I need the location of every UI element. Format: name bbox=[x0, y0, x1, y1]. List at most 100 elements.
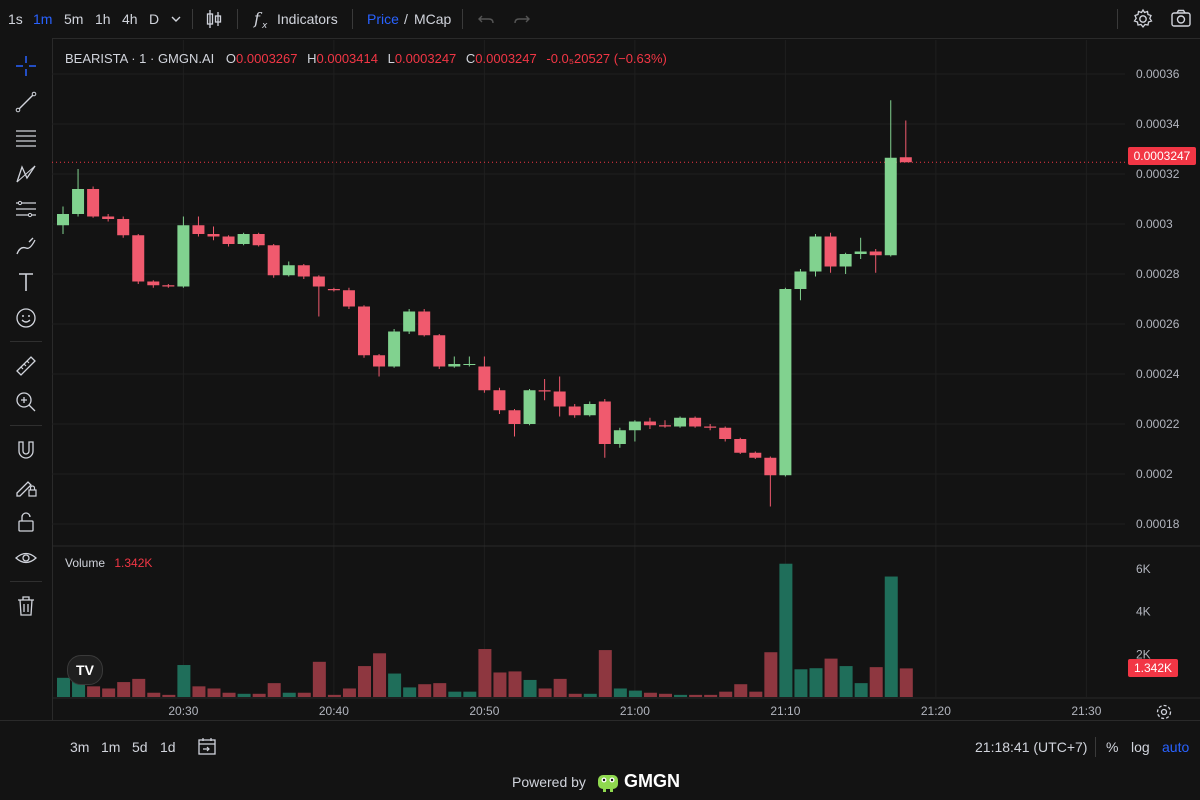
price-chart[interactable]: 0.00036 0.00034 0.00032 0.0003 0.00028 0.0002… bbox=[52, 40, 1200, 720]
candle-body bbox=[689, 417, 702, 427]
volume-legend: Volume 1.342K bbox=[65, 556, 152, 570]
symbol-label[interactable]: BEARISTA · 1 · GMGN.AI bbox=[65, 51, 215, 66]
price-tick-label: 0.00024 bbox=[1136, 367, 1180, 381]
volume-bar bbox=[704, 694, 718, 697]
interval-1h[interactable]: 1h bbox=[95, 11, 111, 27]
range-5d[interactable]: 5d bbox=[132, 739, 148, 755]
camera-icon[interactable] bbox=[1170, 0, 1192, 38]
gmgn-brand: GMGN bbox=[624, 771, 680, 791]
gear-icon[interactable] bbox=[1132, 0, 1154, 38]
mcap-toggle[interactable]: MCap bbox=[414, 11, 452, 27]
time-tick-label: 21:20 bbox=[921, 704, 951, 718]
axis-settings-gear-icon[interactable] bbox=[1155, 703, 1173, 724]
high-value: 0.0003414 bbox=[316, 51, 378, 66]
drawing-toolbar bbox=[0, 38, 53, 720]
log-toggle[interactable]: log bbox=[1131, 739, 1150, 755]
magnet-icon[interactable] bbox=[12, 436, 40, 464]
fib-icon[interactable] bbox=[12, 196, 40, 224]
ruler-icon[interactable] bbox=[12, 352, 40, 380]
zoom-in-icon[interactable] bbox=[12, 388, 40, 416]
candle-body bbox=[403, 311, 416, 332]
volume-label[interactable]: Volume bbox=[65, 556, 106, 570]
volume-bar bbox=[628, 690, 642, 697]
horizontal-lines-icon[interactable] bbox=[12, 124, 40, 152]
candle-body bbox=[598, 401, 611, 444]
volume-tick-label: 2K bbox=[1136, 647, 1151, 661]
volume-bar bbox=[388, 673, 402, 697]
low-value: 0.0003247 bbox=[394, 51, 457, 66]
volume-bar bbox=[749, 691, 763, 697]
chevron-down-icon[interactable] bbox=[170, 0, 182, 38]
pattern-icon[interactable] bbox=[12, 160, 40, 188]
price-tick-label: 0.0002 bbox=[1136, 467, 1173, 481]
eye-icon[interactable] bbox=[12, 544, 40, 572]
volume-bar bbox=[869, 667, 883, 697]
trend-line-icon[interactable] bbox=[12, 88, 40, 116]
interval-4h[interactable]: 4h bbox=[122, 11, 138, 27]
volume-bar bbox=[342, 688, 356, 697]
price-tick-label: 0.00028 bbox=[1136, 267, 1180, 281]
volume-bar bbox=[433, 683, 447, 697]
price-mcap-divider: / bbox=[404, 11, 408, 27]
candle-body bbox=[448, 364, 461, 367]
volume-bar bbox=[643, 692, 657, 697]
volume-bar bbox=[418, 684, 432, 697]
price-tick-label: 0.00032 bbox=[1136, 167, 1180, 181]
range-1d[interactable]: 1d bbox=[160, 739, 176, 755]
lock-icon[interactable] bbox=[12, 508, 40, 536]
volume-bar bbox=[102, 688, 116, 697]
redo-icon[interactable] bbox=[514, 0, 530, 38]
candle-body bbox=[643, 421, 656, 426]
interval-d[interactable]: D bbox=[149, 11, 160, 27]
interval-5m[interactable]: 5m bbox=[64, 11, 84, 27]
candle-body bbox=[508, 410, 521, 424]
candle-body bbox=[478, 366, 491, 391]
candle-body bbox=[237, 234, 250, 244]
candle-body bbox=[117, 219, 130, 236]
candles-icon[interactable] bbox=[204, 0, 224, 38]
price-toggle[interactable]: Price bbox=[367, 11, 399, 27]
indicators-button[interactable]: Indicators bbox=[277, 11, 338, 27]
lock-drawing-icon[interactable] bbox=[12, 472, 40, 500]
candle-body bbox=[87, 189, 100, 217]
text-icon[interactable] bbox=[12, 268, 40, 296]
candle-body bbox=[493, 390, 506, 411]
candle-body bbox=[659, 425, 671, 427]
clock-label[interactable]: 21:18:41 (UTC+7) bbox=[975, 739, 1088, 755]
candle-body bbox=[373, 355, 386, 367]
change-value: -0.0₅20527 (−0.63%) bbox=[546, 51, 667, 66]
candle-body bbox=[342, 290, 355, 307]
calendar-range-icon[interactable] bbox=[196, 735, 218, 760]
volume-bar bbox=[809, 668, 823, 697]
volume-bar bbox=[674, 694, 688, 697]
volume-bar bbox=[252, 693, 266, 697]
interval-1s[interactable]: 1s bbox=[8, 11, 23, 27]
crosshair-icon[interactable] bbox=[12, 52, 40, 80]
percent-toggle[interactable]: % bbox=[1106, 739, 1119, 755]
auto-toggle[interactable]: auto bbox=[1162, 739, 1190, 755]
volume-bar bbox=[794, 669, 808, 697]
volume-bar bbox=[207, 688, 221, 697]
volume-bar bbox=[222, 692, 236, 697]
price-tick-label: 0.00018 bbox=[1136, 517, 1180, 531]
volume-bar bbox=[613, 688, 627, 697]
trash-icon[interactable] bbox=[12, 592, 40, 620]
time-tick-label: 21:10 bbox=[770, 704, 800, 718]
brush-icon[interactable] bbox=[12, 232, 40, 260]
low-key: L bbox=[387, 51, 395, 66]
candle-body bbox=[312, 276, 325, 287]
emoji-icon[interactable] bbox=[12, 304, 40, 332]
volume-bar bbox=[824, 658, 838, 697]
candle-body bbox=[282, 265, 295, 276]
interval-1m[interactable]: 1m bbox=[33, 11, 53, 27]
volume-bar bbox=[132, 678, 146, 697]
undo-icon[interactable] bbox=[478, 0, 494, 38]
tradingview-logo[interactable]: TV bbox=[67, 655, 103, 685]
candle-body bbox=[794, 271, 807, 289]
range-1m[interactable]: 1m bbox=[101, 739, 121, 755]
candle-body bbox=[327, 289, 340, 291]
volume-bar bbox=[237, 693, 251, 697]
range-3m[interactable]: 3m bbox=[70, 739, 90, 755]
volume-bar bbox=[147, 692, 161, 697]
